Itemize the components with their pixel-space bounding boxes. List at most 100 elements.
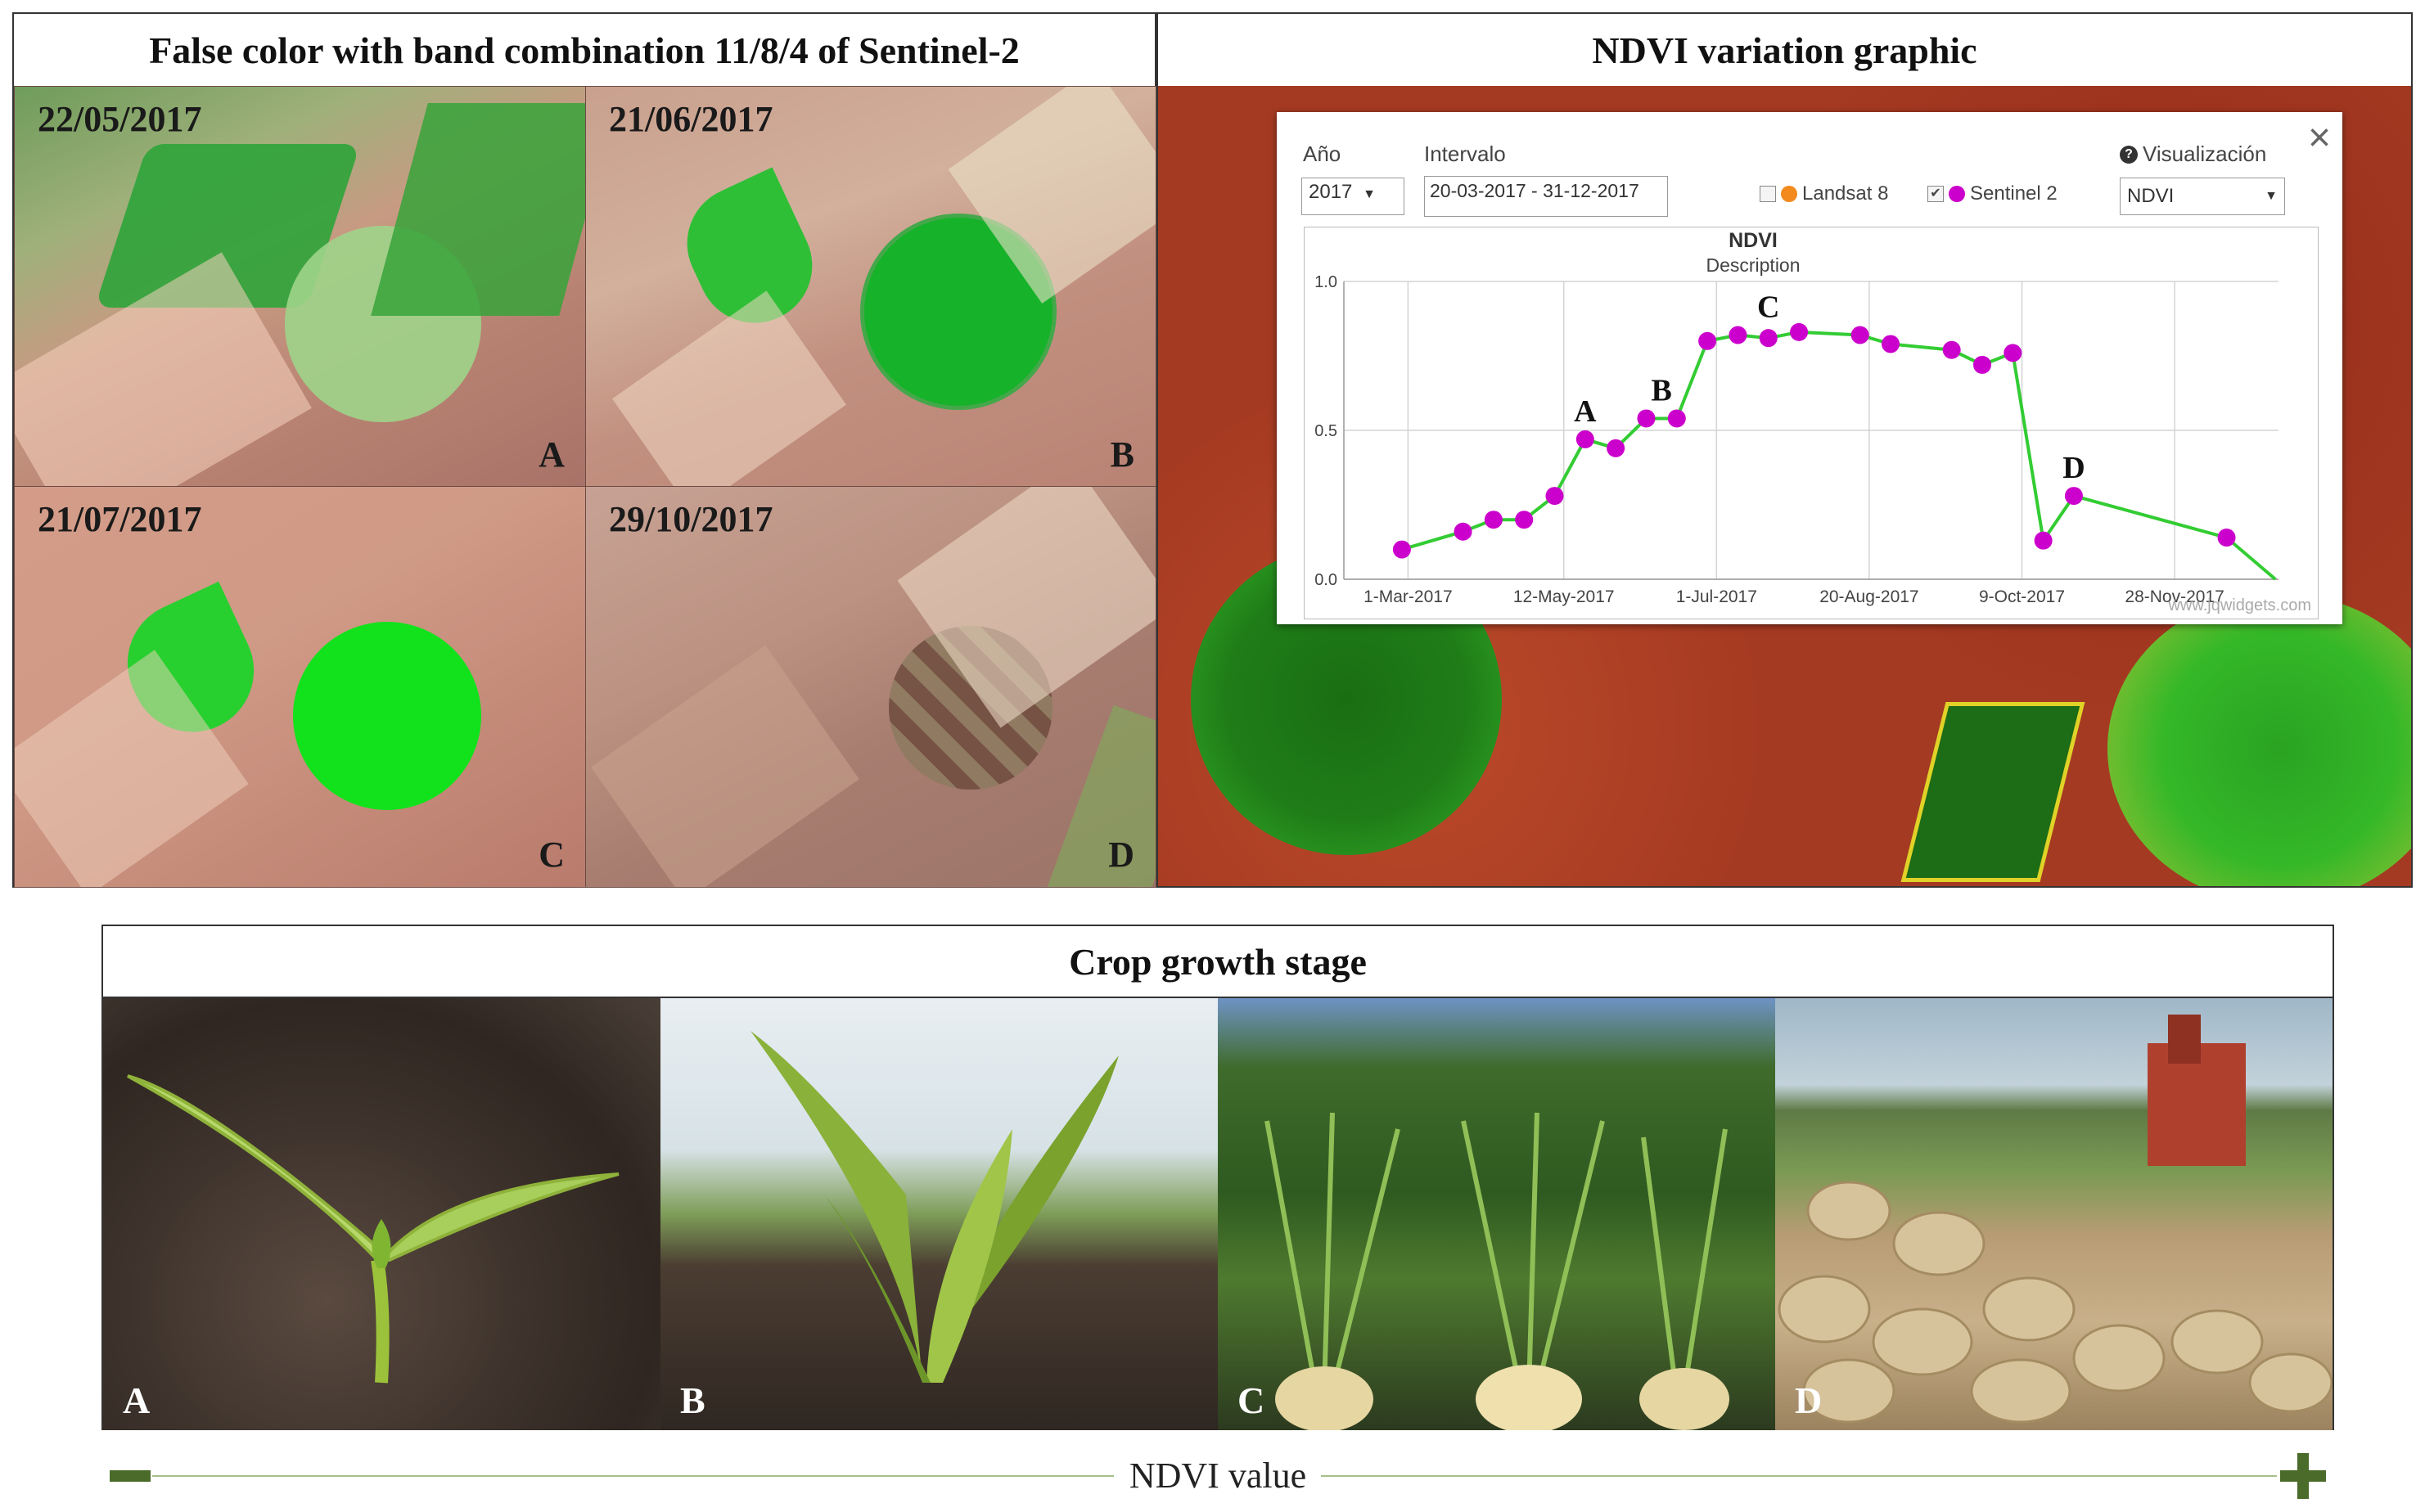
- ndvi-data-point: [1637, 409, 1656, 428]
- false-color-panel: False color with band combination 11/8/4…: [12, 12, 1156, 888]
- year-select-value: 2017: [1309, 181, 1353, 203]
- y-tick-label: 0.5: [1314, 422, 1337, 440]
- ndvi-data-point: [1942, 340, 1961, 359]
- ndvi-data-point: [1972, 355, 1991, 374]
- chart-annotation: D: [2062, 451, 2085, 485]
- stage-letter: D: [1795, 1379, 1823, 1421]
- ndvi-data-point: [2034, 531, 2053, 550]
- sentinel-label: Sentinel 2: [1970, 182, 2058, 205]
- y-tick-label: 0.0: [1314, 571, 1337, 589]
- year-select[interactable]: 2017 ▼: [1301, 178, 1404, 215]
- axis-label: NDVI value: [1129, 1456, 1307, 1496]
- sentinel-toggle[interactable]: ✔ Sentinel 2: [1927, 182, 2058, 205]
- ndvi-data-point: [2217, 529, 2236, 547]
- image-date: 22/05/2017: [38, 99, 202, 139]
- ndvi-data-point: [1454, 522, 1472, 541]
- satellite-image-b: 21/06/2017 B: [585, 86, 1156, 488]
- ndvi-data-point: [1882, 335, 1900, 353]
- ndvi-panel: NDVI variation graphic Año 2017 ▼ Interv…: [1156, 12, 2413, 888]
- sentinel-dot-icon: [1949, 186, 1965, 202]
- ndvi-data-point: [1698, 331, 1717, 350]
- stage-letter: B: [680, 1379, 705, 1421]
- crop-growth-title: Crop growth stage: [103, 926, 2333, 998]
- ndvi-map: Año 2017 ▼ Intervalo 20-03-2017 - 31-12-…: [1158, 86, 2411, 886]
- chart-title: NDVI: [1729, 229, 1778, 252]
- mature-beet-illustration: [1264, 1112, 1729, 1430]
- landsat-toggle[interactable]: Landsat 8: [1760, 182, 1888, 205]
- ndvi-title: NDVI variation graphic: [1158, 14, 2411, 88]
- x-tick-label: 12-May-2017: [1513, 587, 1615, 606]
- image-date: 29/10/2017: [609, 499, 773, 539]
- y-tick-label: 1.0: [1314, 273, 1337, 291]
- minus-icon: [110, 1470, 151, 1482]
- crop-photo-d: D: [1775, 998, 2333, 1430]
- image-letter: A: [539, 434, 565, 475]
- ndvi-data-point: [1545, 487, 1564, 506]
- ndvi-series-line: [1401, 330, 2277, 581]
- ndvi-data-point: [1850, 326, 1869, 344]
- chart-annotation: C: [1757, 290, 1779, 325]
- visualization-label: Visualización: [2143, 142, 2267, 166]
- young-beet-illustration: [750, 1031, 1119, 1383]
- visualization-select-value: NDVI: [2127, 185, 2175, 207]
- ndvi-data-point: [1607, 439, 1625, 457]
- chart-annotation: A: [1574, 394, 1597, 429]
- ndvi-data-point: [1729, 326, 1747, 344]
- image-date: 21/06/2017: [609, 99, 773, 139]
- image-letter: B: [1110, 434, 1134, 475]
- ndvi-data-point: [1575, 430, 1594, 448]
- visualization-label-wrap: ? Visualización: [2120, 142, 2266, 167]
- chevron-down-icon: ▼: [2265, 189, 2278, 203]
- ndvi-data-point: [2064, 487, 2083, 506]
- false-color-title: False color with band combination 11/8/4…: [14, 14, 1155, 88]
- seedling-illustration: [127, 1074, 620, 1384]
- ndvi-data-point: [2004, 344, 2022, 362]
- close-icon[interactable]: ×: [2307, 116, 2331, 160]
- chart-annotation: B: [1651, 373, 1671, 407]
- ndvi-popup: Año 2017 ▼ Intervalo 20-03-2017 - 31-12-…: [1277, 112, 2342, 624]
- x-tick-label: 9-Oct-2017: [1979, 587, 2065, 606]
- landsat-dot-icon: [1781, 186, 1797, 202]
- chevron-down-icon: ▼: [1363, 187, 1376, 201]
- ndvi-value-axis: NDVI value: [101, 1448, 2334, 1505]
- image-date: 21/07/2017: [38, 499, 202, 539]
- x-tick-label: 28-Nov-2017: [2125, 587, 2224, 606]
- crop-growth-panel: Crop growth stage A B: [101, 925, 2334, 1430]
- harvest-illustration: [1778, 1015, 2333, 1424]
- satellite-image-c: 21/07/2017 C: [14, 486, 587, 888]
- ndvi-data-point: [1790, 322, 1809, 341]
- sentinel-checkbox[interactable]: ✔: [1927, 186, 1944, 202]
- axis-line-left: [152, 1475, 1114, 1477]
- plus-icon: [2280, 1453, 2326, 1499]
- ndvi-chart-box: NDVI Description 0.0 0.5 1.0 1-Mar-2017 12-M…: [1304, 227, 2319, 619]
- crop-photo-a: A: [103, 998, 660, 1430]
- crop-photo-b: B: [660, 998, 1218, 1430]
- ndvi-data-point: [1484, 511, 1503, 529]
- axis-line-right: [1321, 1475, 2277, 1477]
- chart-subtitle: Description: [1706, 254, 1800, 276]
- ndvi-data-point: [1515, 511, 1534, 529]
- question-icon: ?: [2120, 145, 2138, 164]
- satellite-image-d: 29/10/2017 D: [585, 486, 1156, 888]
- x-tick-label: 20-Aug-2017: [1819, 587, 1918, 606]
- x-tick-label: 1-Mar-2017: [1363, 587, 1453, 606]
- ndvi-data-point: [1667, 409, 1686, 428]
- satellite-image-grid: 22/05/2017 A 21/06/2017 B 21/07/2017 C: [14, 86, 1156, 888]
- stage-letter: C: [1237, 1379, 1265, 1421]
- landsat-label: Landsat 8: [1802, 182, 1889, 205]
- ndvi-line-chart: NDVI Description 0.0 0.5 1.0 1-Mar-2017 12-M…: [1314, 229, 2311, 614]
- year-label: Año: [1303, 142, 1341, 166]
- x-tick-label: 1-Jul-2017: [1676, 587, 1757, 606]
- interval-label: Intervalo: [1424, 142, 1506, 166]
- landsat-checkbox[interactable]: [1760, 186, 1776, 202]
- ndvi-data-point: [1392, 540, 1411, 559]
- satellite-image-a: 22/05/2017 A: [14, 86, 587, 488]
- ndvi-data-point: [1759, 329, 1778, 348]
- chart-watermark: www.jqwidgets.com: [2167, 596, 2311, 614]
- crop-photo-c: C: [1218, 998, 1775, 1430]
- stage-letter: A: [123, 1379, 151, 1421]
- image-letter: C: [539, 835, 565, 875]
- image-letter: D: [1108, 835, 1134, 875]
- visualization-select[interactable]: NDVI ▼: [2120, 178, 2285, 215]
- interval-input[interactable]: 20-03-2017 - 31-12-2017: [1424, 176, 1668, 217]
